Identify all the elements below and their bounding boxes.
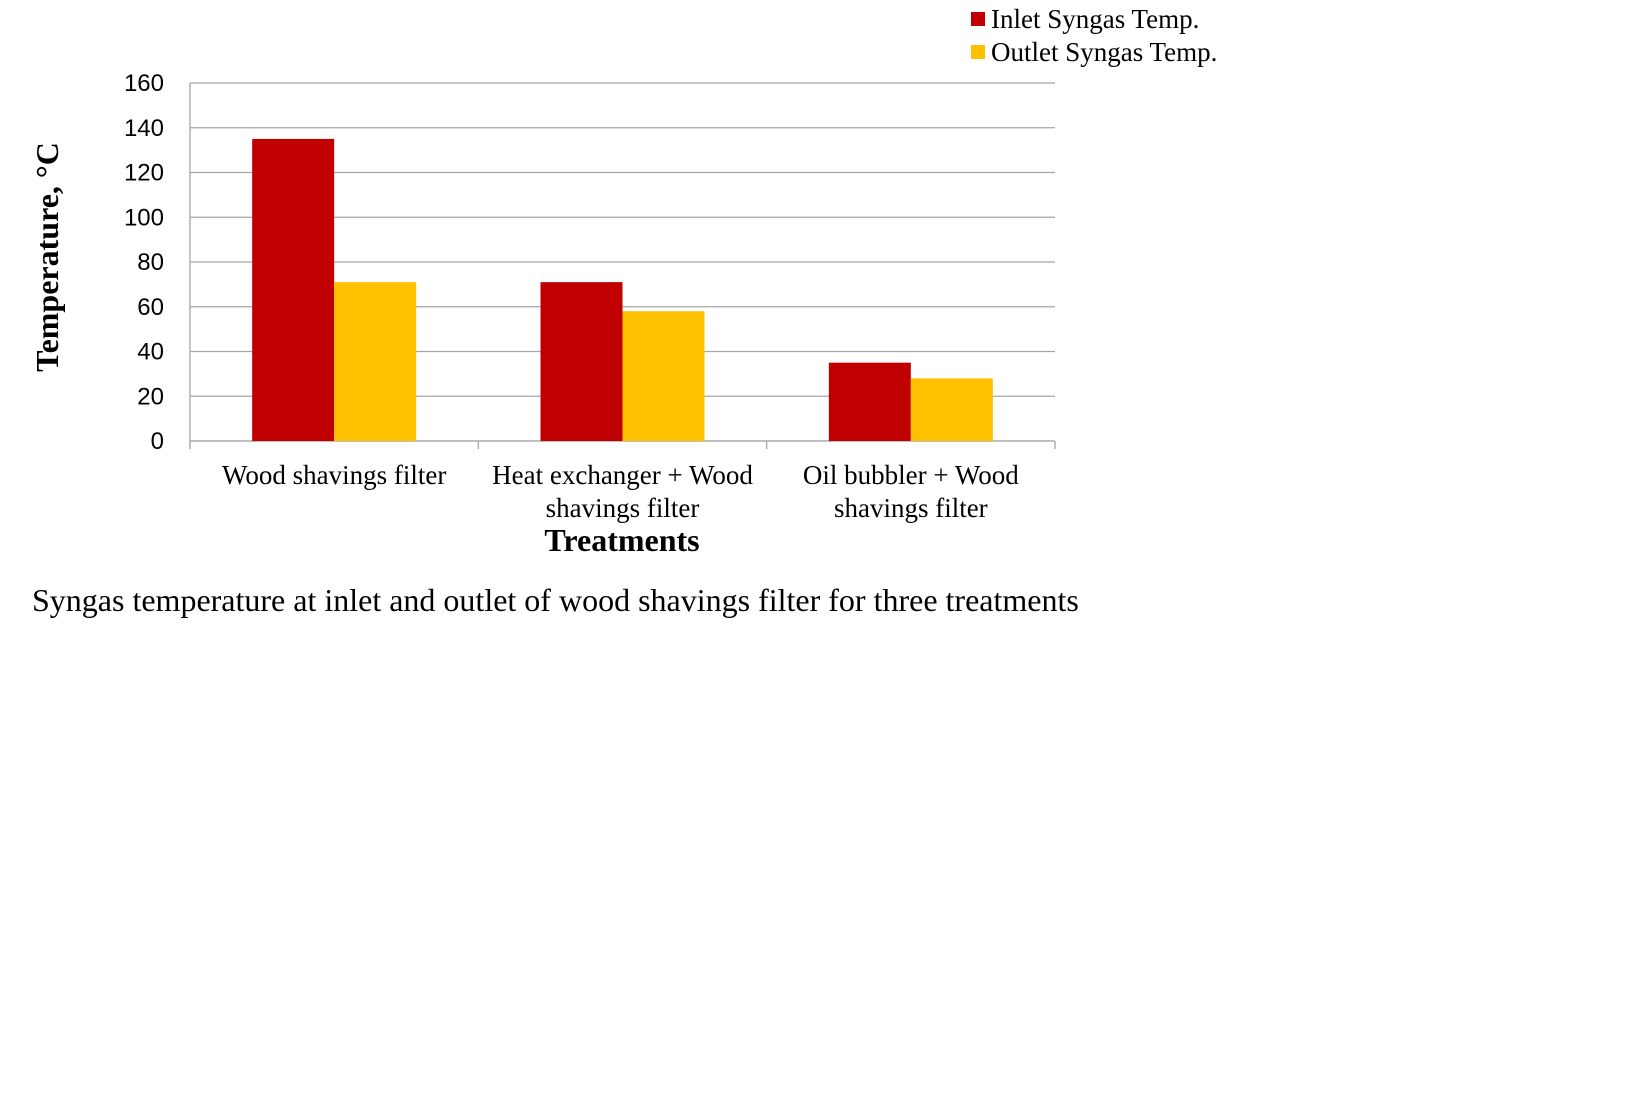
bar-outlet-1: [334, 282, 417, 441]
x-category-label: Wood shavings filter: [222, 460, 446, 490]
legend-swatch-inlet: [971, 12, 985, 26]
y-tick-label: 40: [137, 339, 164, 366]
bar-outlet-3: [910, 378, 993, 441]
x-category-label: Heat exchanger + Wood shavings filter: [492, 460, 753, 523]
x-axis-title: Treatments: [544, 522, 699, 558]
y-axis-title: Temperature, °C: [29, 142, 65, 372]
y-tick-label: 120: [124, 160, 164, 187]
x-category-label: Oil bubbler + Wood shavings filter: [803, 460, 1019, 523]
bar-inlet-1: [252, 138, 335, 441]
bar-inlet-3: [828, 362, 911, 441]
y-tick-label: 20: [137, 383, 164, 410]
y-tick-label: 140: [124, 115, 164, 142]
legend-label-inlet: Inlet Syngas Temp.: [991, 4, 1199, 34]
figure-caption: Syngas temperature at inlet and outlet o…: [32, 582, 1079, 618]
y-tick-label: 100: [124, 204, 164, 231]
bar-inlet-2: [540, 282, 623, 441]
y-tick-label: 0: [151, 428, 164, 455]
bar-outlet-2: [622, 311, 705, 441]
y-tick-label: 80: [137, 249, 164, 276]
y-tick-label: 60: [137, 294, 164, 321]
y-tick-label: 160: [124, 70, 164, 97]
legend-swatch-outlet: [971, 45, 985, 59]
legend-label-outlet: Outlet Syngas Temp.: [991, 37, 1217, 67]
